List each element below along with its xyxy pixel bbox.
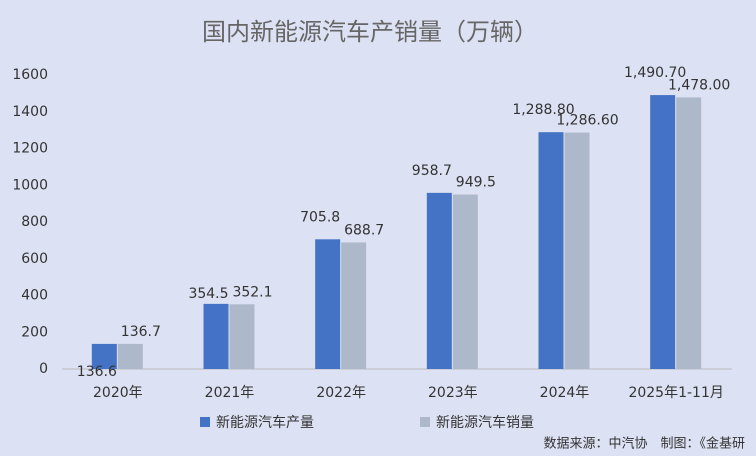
chart-title: 国内新能源汽车产销量（万辆）: [202, 18, 538, 46]
bar: [91, 343, 117, 369]
value-label: 354.5: [188, 286, 228, 302]
x-tick-label: 2020年: [93, 385, 143, 401]
value-label: 136.7: [121, 324, 161, 340]
bar: [676, 97, 702, 369]
value-label: 958.7: [412, 163, 452, 179]
value-label: 949.5: [456, 175, 496, 191]
x-tick-label: 2022年: [316, 385, 366, 401]
legend-swatch: [420, 417, 430, 427]
bar: [315, 239, 341, 369]
bar: [538, 132, 564, 369]
y-tick-label: 1400: [12, 104, 48, 120]
value-label: 1,286.60: [556, 113, 618, 129]
legend-swatch: [200, 417, 210, 427]
bar: [452, 194, 478, 369]
value-label: 352.1: [232, 284, 272, 300]
x-tick-label: 2023年: [428, 385, 478, 401]
y-tick-label: 200: [21, 324, 48, 340]
value-label: 1,490.70: [624, 65, 686, 81]
y-tick-label: 1600: [12, 67, 48, 83]
bar: [117, 343, 143, 369]
value-label: 688.7: [344, 222, 384, 238]
value-label: 1,288.80: [512, 102, 574, 118]
y-tick-label: 800: [21, 214, 48, 230]
y-tick-label: 400: [21, 288, 48, 304]
legend-label: 新能源汽车销量: [436, 414, 534, 431]
legend-label: 新能源汽车产量: [216, 414, 314, 431]
x-tick-label: 2021年: [205, 385, 255, 401]
bar: [426, 192, 452, 369]
bar: [564, 132, 590, 369]
bar: [650, 95, 676, 370]
x-tick-label: 2024年: [540, 385, 590, 401]
y-tick-label: 0: [39, 361, 48, 377]
bar: [203, 303, 229, 369]
y-tick-label: 1200: [12, 141, 48, 157]
value-label: 1,478.00: [668, 77, 730, 93]
bar: [341, 242, 367, 369]
bar: [229, 304, 255, 369]
y-tick-label: 1000: [12, 177, 48, 193]
y-tick-label: 600: [21, 251, 48, 267]
value-label: 705.8: [300, 209, 340, 225]
x-tick-label: 2025年1-11月: [628, 385, 723, 401]
source-note: 数据来源：中汽协 制图：《金基研: [543, 436, 745, 452]
value-label: 136.6: [77, 364, 117, 380]
